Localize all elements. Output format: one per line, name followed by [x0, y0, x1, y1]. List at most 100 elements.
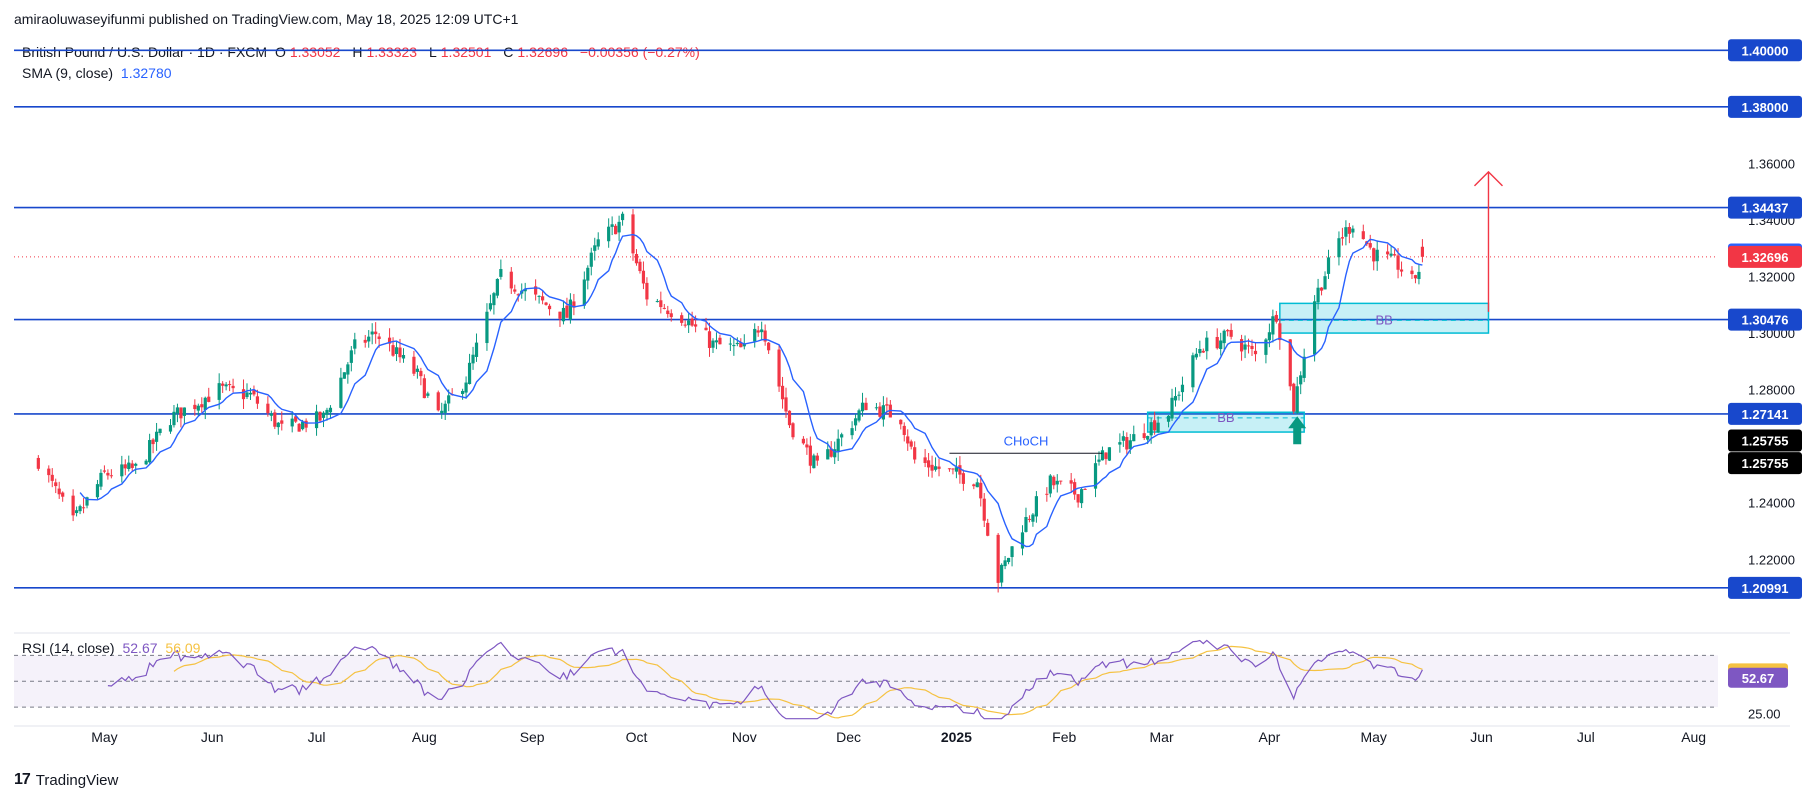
candle-body: [1142, 433, 1146, 439]
candle-body: [614, 225, 618, 235]
candle-body: [231, 385, 235, 389]
candle-body: [1027, 518, 1032, 520]
rsi-tick-label: 25.00: [1748, 707, 1781, 722]
candle-body: [516, 294, 520, 296]
candle-body: [440, 410, 444, 414]
candle-body: [95, 484, 100, 498]
candle-body: [1128, 440, 1132, 449]
candle-body: [1010, 546, 1014, 558]
candle-body: [297, 423, 301, 432]
candle-body: [426, 393, 430, 396]
candle-body: [1104, 452, 1108, 459]
candle-body: [704, 327, 708, 331]
candle-body: [1125, 437, 1129, 450]
candle-body: [558, 311, 562, 319]
level-price-label: 1.34437: [1742, 201, 1789, 216]
candle-body: [982, 498, 986, 521]
candle-body: [638, 261, 642, 272]
time-tick-label: Jun: [1470, 729, 1493, 745]
sma-legend[interactable]: SMA (9, close) 1.32780: [22, 65, 176, 81]
candle-body: [182, 407, 186, 416]
candle-body: [760, 329, 764, 333]
candle-body: [228, 384, 232, 386]
candle-body: [853, 418, 858, 426]
candle-body: [1399, 269, 1404, 272]
candle-body: [777, 349, 781, 387]
candle-body: [1080, 489, 1084, 504]
target-arrow-head-icon: [1473, 170, 1503, 187]
candle-body: [1344, 227, 1348, 237]
candle-body: [1299, 375, 1303, 385]
candle-body: [947, 468, 952, 470]
price-tag-label: 1.25755: [1742, 434, 1789, 449]
candle-body: [707, 331, 712, 348]
candle-body: [1194, 353, 1198, 358]
candle-body: [467, 362, 472, 385]
candle-body: [926, 460, 931, 468]
price-tag-label: 1.32696: [1742, 250, 1789, 265]
candle-body: [808, 445, 812, 466]
candle-body: [102, 470, 107, 472]
candle-body: [485, 311, 489, 344]
candle-body: [151, 439, 155, 445]
candle-body: [144, 460, 148, 465]
time-tick-label: Mar: [1150, 729, 1174, 745]
rsi-legend[interactable]: RSI (14, close) 52.67 56.09: [22, 640, 200, 656]
candle-body: [148, 440, 152, 463]
candle-body: [840, 434, 844, 438]
candle-body: [742, 343, 746, 347]
candle-body: [1003, 560, 1007, 567]
candle-body: [1076, 494, 1080, 503]
candle-body: [735, 342, 739, 345]
candle-body: [391, 345, 395, 356]
candle-body: [1274, 314, 1278, 322]
candle-body: [71, 495, 75, 516]
candle-body: [99, 472, 103, 487]
candle-body: [363, 339, 367, 343]
price-tag: [1728, 245, 1802, 268]
candle-body: [655, 301, 659, 303]
candle-body: [1166, 415, 1171, 422]
candle-body: [669, 313, 673, 318]
symbol-legend[interactable]: British Pound / U.S. Dollar · 1D · FXCM …: [22, 44, 704, 60]
candle-body: [221, 383, 225, 386]
candle-body: [321, 412, 326, 418]
time-tick-label: Sep: [520, 729, 545, 745]
candle-body: [328, 407, 333, 413]
candle-body: [732, 345, 736, 347]
candle-body: [718, 337, 722, 345]
candle-body: [690, 318, 694, 326]
level-price-label: 1.20991: [1742, 581, 1789, 596]
high-value: H 1.33323: [352, 44, 418, 60]
candle-body: [805, 444, 809, 448]
time-tick-label: Dec: [836, 729, 861, 745]
tradingview-logo-icon: 17: [14, 771, 31, 788]
candle-body: [565, 305, 569, 318]
candle-body: [127, 462, 131, 469]
candle-body: [930, 464, 934, 471]
candle-body: [826, 449, 830, 460]
candle-body: [906, 436, 910, 444]
tradingview-brand[interactable]: 17 TradingView: [14, 771, 118, 789]
candle-body: [659, 300, 663, 308]
candle-body: [1316, 287, 1320, 303]
candle-body: [436, 392, 440, 411]
candle-body: [158, 428, 162, 434]
level-price-tag: [1728, 402, 1802, 425]
candle-body: [586, 267, 590, 281]
candle-body: [464, 382, 468, 393]
candle-body: [106, 472, 110, 476]
price-chart[interactable]: 1.360001.340001.320001.300001.280001.260…: [0, 0, 1814, 760]
candle-body: [1118, 442, 1122, 445]
candle-body: [109, 475, 113, 477]
candle-body: [1361, 231, 1365, 240]
bb-zone-label: BB: [1217, 410, 1234, 425]
candle-body: [1034, 496, 1038, 517]
candle-body: [203, 397, 207, 410]
candle-body: [1059, 480, 1063, 482]
symbol-label: British Pound / U.S. Dollar · 1D · FXCM: [22, 44, 268, 60]
publish-info: amiraoluwaseyifunmi published on Trading…: [14, 11, 519, 27]
candle-body: [1410, 270, 1414, 275]
candle-body: [120, 464, 124, 477]
candle-body: [767, 342, 771, 351]
